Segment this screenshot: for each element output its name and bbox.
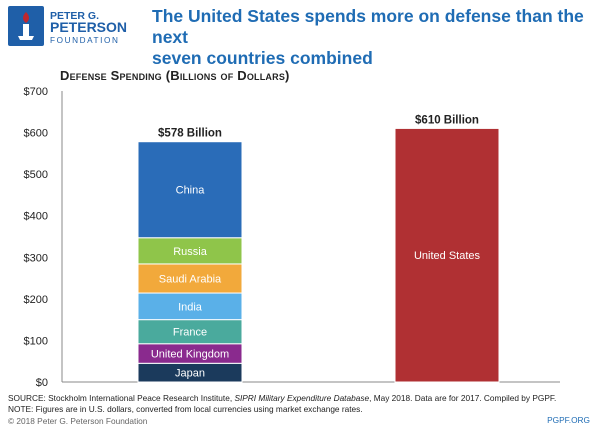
segment-label: France (173, 327, 207, 339)
segment-label: India (178, 301, 203, 313)
segment-label: United Kingdom (151, 349, 229, 361)
y-tick-label: $700 (24, 86, 48, 98)
bar-total-label: $578 Billion (158, 128, 222, 140)
source-database: SIPRI Military Expenditure Database (234, 393, 370, 403)
footer: SOURCE: Stockholm International Peace Re… (8, 393, 592, 427)
bar-segment (137, 141, 243, 239)
copyright: © 2018 Peter G. Peterson Foundation (8, 416, 148, 426)
segment-label: Japan (175, 368, 205, 380)
source-suffix: , May 2018. Data are for 2017. Compiled … (369, 393, 557, 403)
bar-segment (137, 319, 243, 345)
segment-label: Russia (173, 246, 208, 258)
y-tick-label: $0 (36, 377, 48, 389)
y-tick-label: $200 (24, 294, 48, 306)
website-link[interactable]: PGPF.ORG (547, 415, 590, 425)
y-tick-label: $500 (24, 169, 48, 181)
y-tick-label: $100 (24, 335, 48, 347)
y-tick-label: $400 (24, 211, 48, 223)
bar-segment (394, 127, 500, 383)
logo-line1: PETER G. (50, 10, 99, 22)
segment-label: China (176, 185, 206, 197)
logo-icon: PETER G. PETERSON FOUNDATION (8, 6, 127, 46)
headline: The United States spends more on defense… (152, 6, 592, 69)
logo-line2: PETERSON (50, 19, 127, 35)
headline-line1: The United States spends more on defense… (152, 6, 584, 47)
bar-segment (137, 263, 243, 294)
pgpf-logo: PETER G. PETERSON FOUNDATION (8, 6, 148, 50)
source-note: SOURCE: Stockholm International Peace Re… (8, 393, 592, 404)
y-tick-label: $300 (24, 252, 48, 264)
figures-note: NOTE: Figures are in U.S. dollars, conve… (8, 404, 363, 414)
segment-label: Saudi Arabia (159, 273, 222, 285)
headline-line2: seven countries combined (152, 48, 373, 68)
segment-label: United States (414, 250, 481, 262)
bar-total-label: $610 Billion (415, 114, 479, 126)
bar-segment (137, 237, 243, 265)
logo-line3: FOUNDATION (50, 36, 120, 45)
y-tick-label: $600 (24, 128, 48, 140)
source-prefix: SOURCE: Stockholm International Peace Re… (8, 393, 235, 403)
defense-spending-chart: $0 $100 $200 $300 $400 $500 $600 $700 Japan Unite… (24, 86, 560, 389)
bar-segment (137, 292, 243, 321)
chart-title: Defense Spending (Billions of Dollars) (60, 68, 290, 83)
